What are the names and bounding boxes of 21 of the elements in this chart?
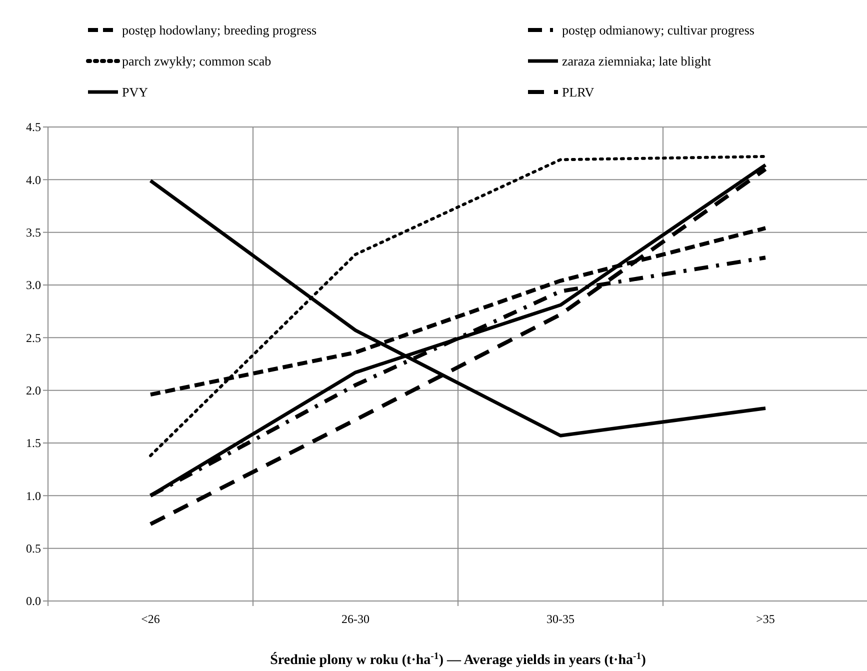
y-tick-label: 2.5: [26, 330, 41, 345]
y-tick-label: 4.5: [26, 120, 41, 134]
x-axis-title: Średnie plony w roku (t·ha$^{-1}$) — Average yields in years (t·ha$^{-1}$): [270, 650, 646, 668]
y-tick-label: 0.5: [26, 542, 41, 556]
legend-label: postęp odmianowy; cultivar progress: [562, 22, 754, 38]
y-tick-label: 1.5: [26, 436, 41, 450]
x-tick-label: >35: [756, 612, 775, 626]
y-tick-label: 0.0: [26, 594, 41, 608]
x-tick-label: 30-35: [546, 612, 574, 626]
legend-label: PLRV: [562, 84, 595, 100]
legend-label: postęp hodowlany; breeding progress: [122, 22, 317, 38]
y-tick-label: 1.0: [26, 488, 41, 503]
y-tick-label: 3.5: [26, 226, 41, 240]
y-tick-label: 2.0: [26, 384, 41, 398]
y-tick-label: 4.0: [26, 172, 41, 187]
legend-label: PVY: [122, 84, 149, 100]
legend-label: parch zwykły; common scab: [122, 54, 272, 69]
legend-label: zaraza ziemniaka; late blight: [562, 54, 712, 69]
x-tick-label: 26-30: [342, 612, 370, 626]
x-tick-label: <26: [141, 612, 160, 626]
y-tick-label: 3.0: [26, 278, 41, 292]
